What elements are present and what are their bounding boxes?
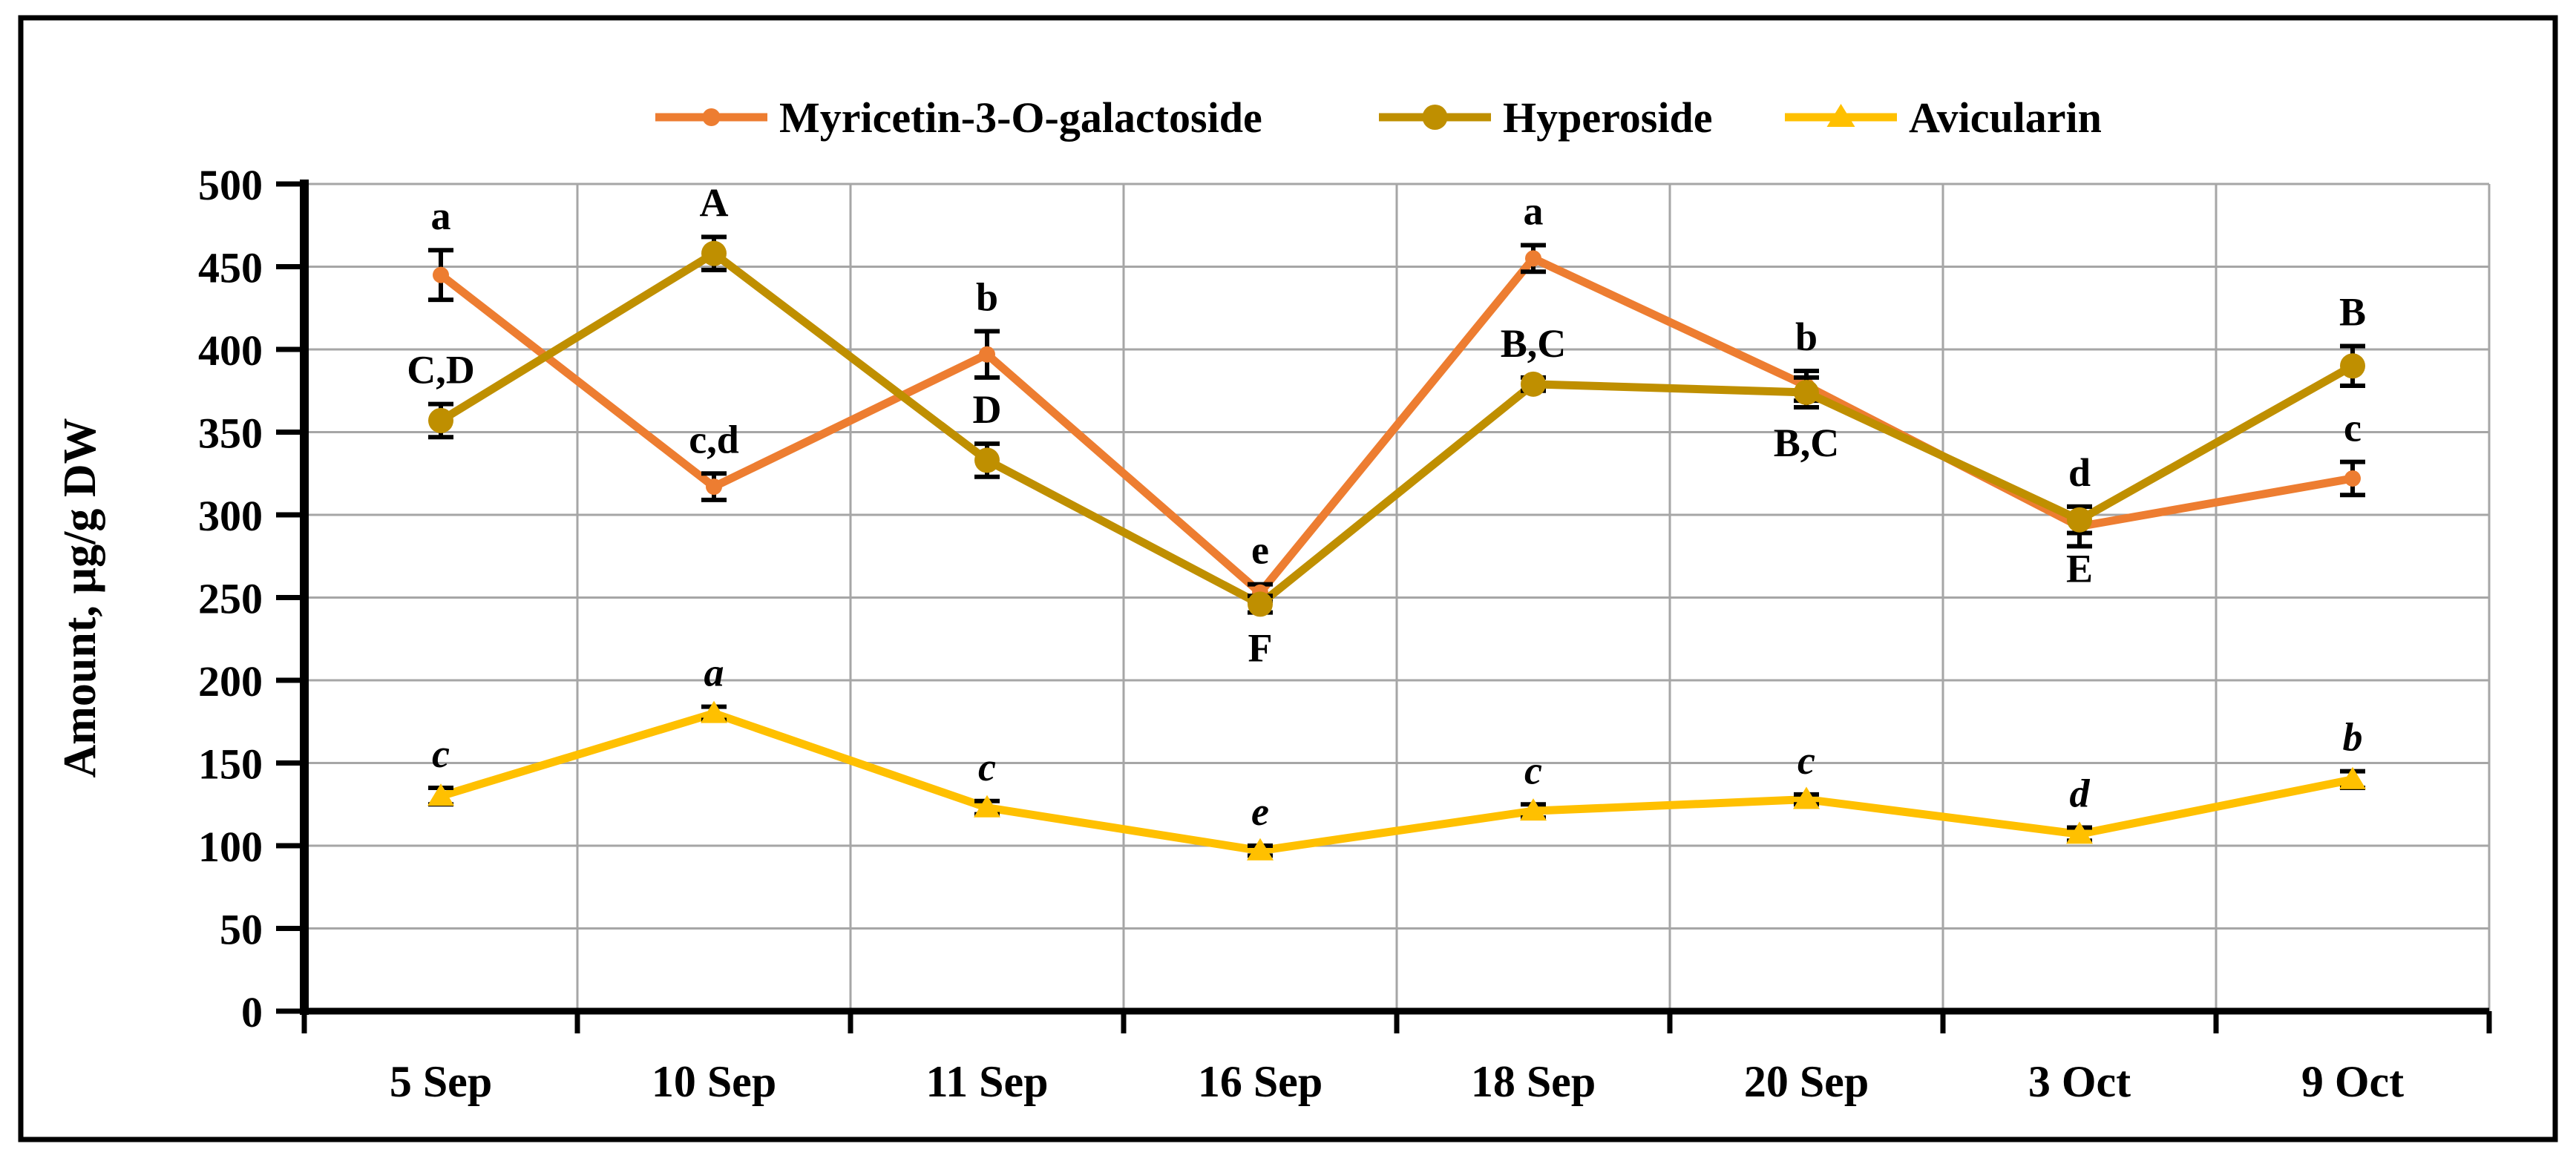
y-tick-label: 300 — [198, 492, 263, 540]
data-point — [1521, 371, 1546, 397]
point-label: a — [704, 651, 724, 695]
y-tick-label: 0 — [241, 988, 263, 1036]
point-label: d — [2070, 771, 2091, 815]
point-label: b — [1795, 315, 1818, 359]
point-label: b — [976, 274, 998, 319]
y-tick-label: 150 — [198, 740, 263, 789]
point-label: c — [432, 731, 450, 776]
legend-label: Myricetin-3-O-galactoside — [779, 93, 1262, 142]
y-tick-label: 500 — [198, 161, 263, 209]
data-point — [1248, 591, 1273, 617]
data-point — [427, 783, 454, 806]
data-point — [701, 700, 727, 723]
point-label: b — [2343, 715, 2363, 760]
point-label: a — [1524, 189, 1544, 234]
data-point — [433, 266, 449, 283]
y-tick-label: 350 — [198, 410, 263, 458]
data-point — [974, 447, 1000, 473]
legend: Myricetin-3-O-galactoside Hyperoside Avicu… — [655, 93, 2102, 142]
x-tick-label: 20 Sep — [1744, 1057, 1869, 1106]
figure-border — [18, 15, 2558, 1142]
y-tick-label: 450 — [198, 244, 263, 292]
series-line — [439, 709, 2354, 855]
y-tick-label: 250 — [198, 575, 263, 623]
point-label: c — [1524, 748, 1542, 792]
legend-label: Avicularin — [1909, 93, 2102, 142]
point-label: e — [1251, 528, 1269, 573]
data-point — [701, 240, 727, 266]
x-tick-label: 9 Oct — [2301, 1057, 2404, 1106]
data-point — [1247, 838, 1274, 861]
legend-item: Myricetin-3-O-galactoside — [655, 93, 1262, 142]
legend-item: Avicularin — [1785, 93, 2102, 142]
y-tick-label: 200 — [198, 657, 263, 706]
point-label: c — [1797, 738, 1815, 783]
data-point — [428, 407, 453, 433]
series-line — [439, 249, 2355, 608]
data-point — [2067, 507, 2092, 533]
series-avicularin: c a c e c c d b — [427, 651, 2366, 861]
point-label: E — [2066, 547, 2093, 591]
x-tick-label: 11 Sep — [925, 1057, 1048, 1106]
x-tick-label: 3 Oct — [2028, 1057, 2131, 1106]
point-label: B — [2339, 290, 2366, 335]
x-tick-label: 5 Sep — [390, 1057, 492, 1106]
data-point — [706, 478, 722, 496]
point-label: e — [1251, 789, 1269, 834]
x-tick-label: 18 Sep — [1471, 1057, 1596, 1106]
point-label: c — [978, 745, 996, 789]
data-point — [2344, 470, 2361, 487]
y-tick-label: 400 — [198, 326, 263, 375]
legend-triangle-marker-icon — [1826, 104, 1855, 127]
data-point — [2339, 766, 2366, 789]
data-point — [1525, 250, 1541, 267]
data-point — [2066, 821, 2093, 844]
point-label: c — [2344, 406, 2362, 450]
data-point — [979, 346, 995, 363]
x-tick-label: 10 Sep — [652, 1057, 776, 1106]
point-label: a — [431, 194, 451, 238]
legend-dot-marker-icon — [702, 108, 721, 126]
point-label: C,D — [407, 348, 475, 392]
gridlines — [304, 182, 2491, 1011]
data-point — [1794, 379, 1819, 405]
point-label: F — [1248, 626, 1273, 671]
point-label: D — [973, 387, 1002, 432]
data-point — [1520, 798, 1547, 821]
y-tick-label: 100 — [198, 823, 263, 871]
legend-label: Hyperoside — [1503, 93, 1713, 142]
point-label: d — [2068, 450, 2091, 495]
data-point — [2340, 353, 2365, 379]
point-label: B,C — [1501, 321, 1567, 366]
point-label: A — [700, 180, 729, 225]
y-axis-title: Amount, µg/g DW — [55, 418, 105, 777]
x-tick-label: 16 Sep — [1198, 1057, 1323, 1106]
axes — [276, 180, 2492, 1033]
point-label: c,d — [689, 417, 739, 461]
data-point — [974, 795, 1000, 818]
point-label: B,C — [1774, 421, 1840, 465]
y-tick-label: 50 — [220, 906, 263, 954]
data-point — [1793, 786, 1820, 809]
legend-circle-marker-icon — [1422, 105, 1448, 130]
series-hyperoside: C,D A D F B,C B,C E B — [407, 180, 2366, 670]
legend-item: Hyperoside — [1379, 93, 1713, 142]
